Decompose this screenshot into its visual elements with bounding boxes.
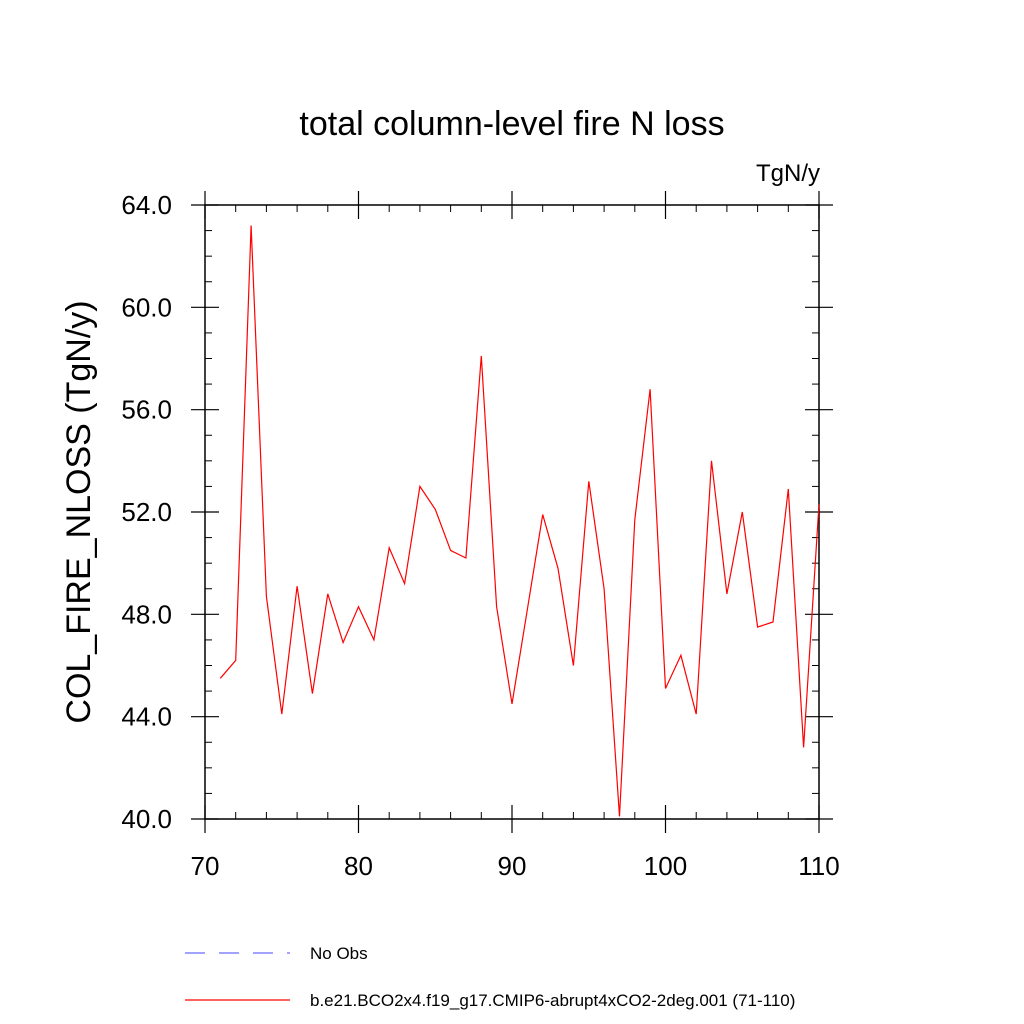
tick-labels: 70 80 90 100 110 40.0 44.0 48.0 52.0 56.0 60.0 64.0	[121, 190, 839, 881]
x-tick-label: 90	[498, 851, 527, 881]
data-point	[281, 714, 282, 715]
data-point	[527, 609, 528, 610]
data-point	[742, 511, 743, 512]
data-point	[650, 389, 651, 390]
y-tick-label: 56.0	[121, 395, 172, 425]
plot-frame	[204, 204, 820, 820]
y-tick-label: 48.0	[121, 599, 172, 629]
data-point	[757, 627, 758, 628]
data-point	[358, 606, 359, 607]
data-point	[404, 583, 405, 584]
data-point	[435, 509, 436, 510]
legend-label-model: b.e21.BCO2x4.f19_g17.CMIP6-abrupt4xCO2-2…	[310, 991, 795, 1010]
data-point	[250, 225, 251, 226]
data-point	[711, 460, 712, 461]
legend-label-no-obs: No Obs	[310, 944, 368, 963]
y-axis-label: COL_FIRE_NLOSS (TgN/y)	[60, 300, 98, 723]
x-tick-label: 110	[798, 851, 839, 881]
data-point	[465, 557, 466, 558]
y-tick-label: 40.0	[121, 804, 172, 834]
data-point	[557, 568, 558, 569]
data-point	[373, 639, 374, 640]
data-point	[266, 596, 267, 597]
data-point	[772, 621, 773, 622]
data-point	[634, 519, 635, 520]
data-point	[573, 665, 574, 666]
data-point	[343, 642, 344, 643]
data-point	[297, 586, 298, 587]
data-points	[220, 225, 820, 817]
chart-title: total column-level fire N loss	[299, 105, 724, 143]
y-tick-label: 44.0	[121, 702, 172, 732]
data-point	[389, 547, 390, 548]
y-tick-label: 52.0	[121, 497, 172, 527]
data-point	[496, 606, 497, 607]
major-ticks	[191, 191, 833, 833]
data-point	[235, 660, 236, 661]
legend: No Obs b.e21.BCO2x4.f19_g17.CMIP6-abrupt…	[185, 944, 795, 1010]
data-point	[680, 655, 681, 656]
data-point	[788, 488, 789, 489]
y-tick-label: 60.0	[121, 292, 172, 322]
data-point	[604, 588, 605, 589]
data-point	[803, 747, 804, 748]
data-point	[619, 816, 620, 817]
data-point	[696, 714, 697, 715]
data-point	[481, 355, 482, 356]
data-point	[511, 703, 512, 704]
minor-ticks	[205, 205, 819, 819]
data-point	[220, 678, 221, 679]
data-point	[588, 481, 589, 482]
data-point	[450, 550, 451, 551]
data-point	[542, 514, 543, 515]
data-point	[419, 486, 420, 487]
x-tick-label: 100	[644, 851, 687, 881]
units-label: TgN/y	[756, 160, 820, 187]
data-point	[818, 504, 819, 505]
y-tick-label: 64.0	[121, 190, 172, 220]
series-line	[219, 225, 820, 817]
data-point	[726, 593, 727, 594]
data-point	[312, 693, 313, 694]
x-tick-label: 70	[191, 851, 220, 881]
data-point	[665, 688, 666, 689]
data-point	[327, 593, 328, 594]
x-tick-label: 80	[344, 851, 373, 881]
